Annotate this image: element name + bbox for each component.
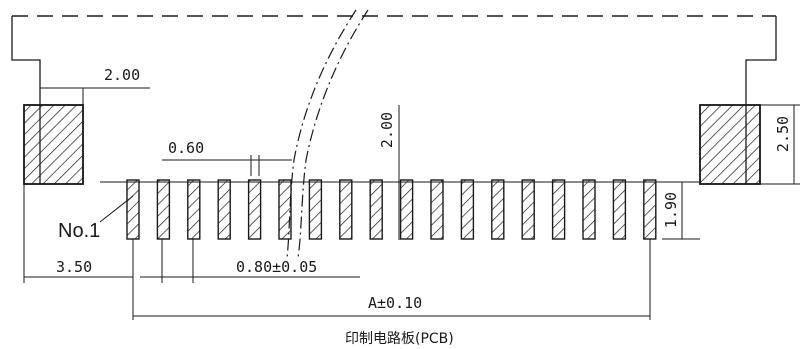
pin-18	[643, 179, 657, 240]
pin-14	[521, 179, 535, 240]
pin-8	[339, 179, 353, 240]
pin1-label: No.1	[58, 220, 100, 242]
pin-10	[399, 179, 414, 240]
pitch-label: 0.60	[168, 139, 204, 157]
pin-16	[582, 179, 596, 240]
pin-1	[126, 179, 140, 240]
pin-6	[278, 179, 292, 240]
pin-9	[369, 179, 383, 240]
pin-row	[126, 179, 657, 240]
right-mounting-pad-hatch	[699, 104, 761, 185]
offset-label: 3.50	[56, 258, 92, 276]
vertical-gap-label: 2.00	[378, 112, 396, 148]
left-mounting-pad-hatch	[23, 104, 84, 185]
break-line-2	[297, 9, 369, 259]
pin-5	[247, 179, 262, 240]
connector-body-outline	[11, 16, 777, 105]
pin-17	[612, 179, 627, 240]
pad-width-label: 2.00	[104, 66, 140, 84]
pin-7	[308, 179, 323, 240]
pin-15	[551, 179, 566, 240]
pin-length-label: 1.90	[662, 192, 680, 228]
pin-3	[187, 179, 201, 240]
pin-2	[156, 179, 171, 240]
pin-11	[430, 179, 444, 240]
pin1-leader	[99, 195, 134, 223]
pin-13	[491, 179, 505, 240]
pcb-caption: 印制电路板(PCB)	[345, 331, 454, 347]
pin-width-label: 0.80±0.05	[236, 258, 317, 276]
pin-4	[217, 179, 231, 240]
total-label: A±0.10	[368, 294, 422, 312]
break-line-1	[286, 9, 357, 259]
pin-12	[460, 179, 475, 240]
pad-height-label: 2.50	[774, 116, 792, 152]
